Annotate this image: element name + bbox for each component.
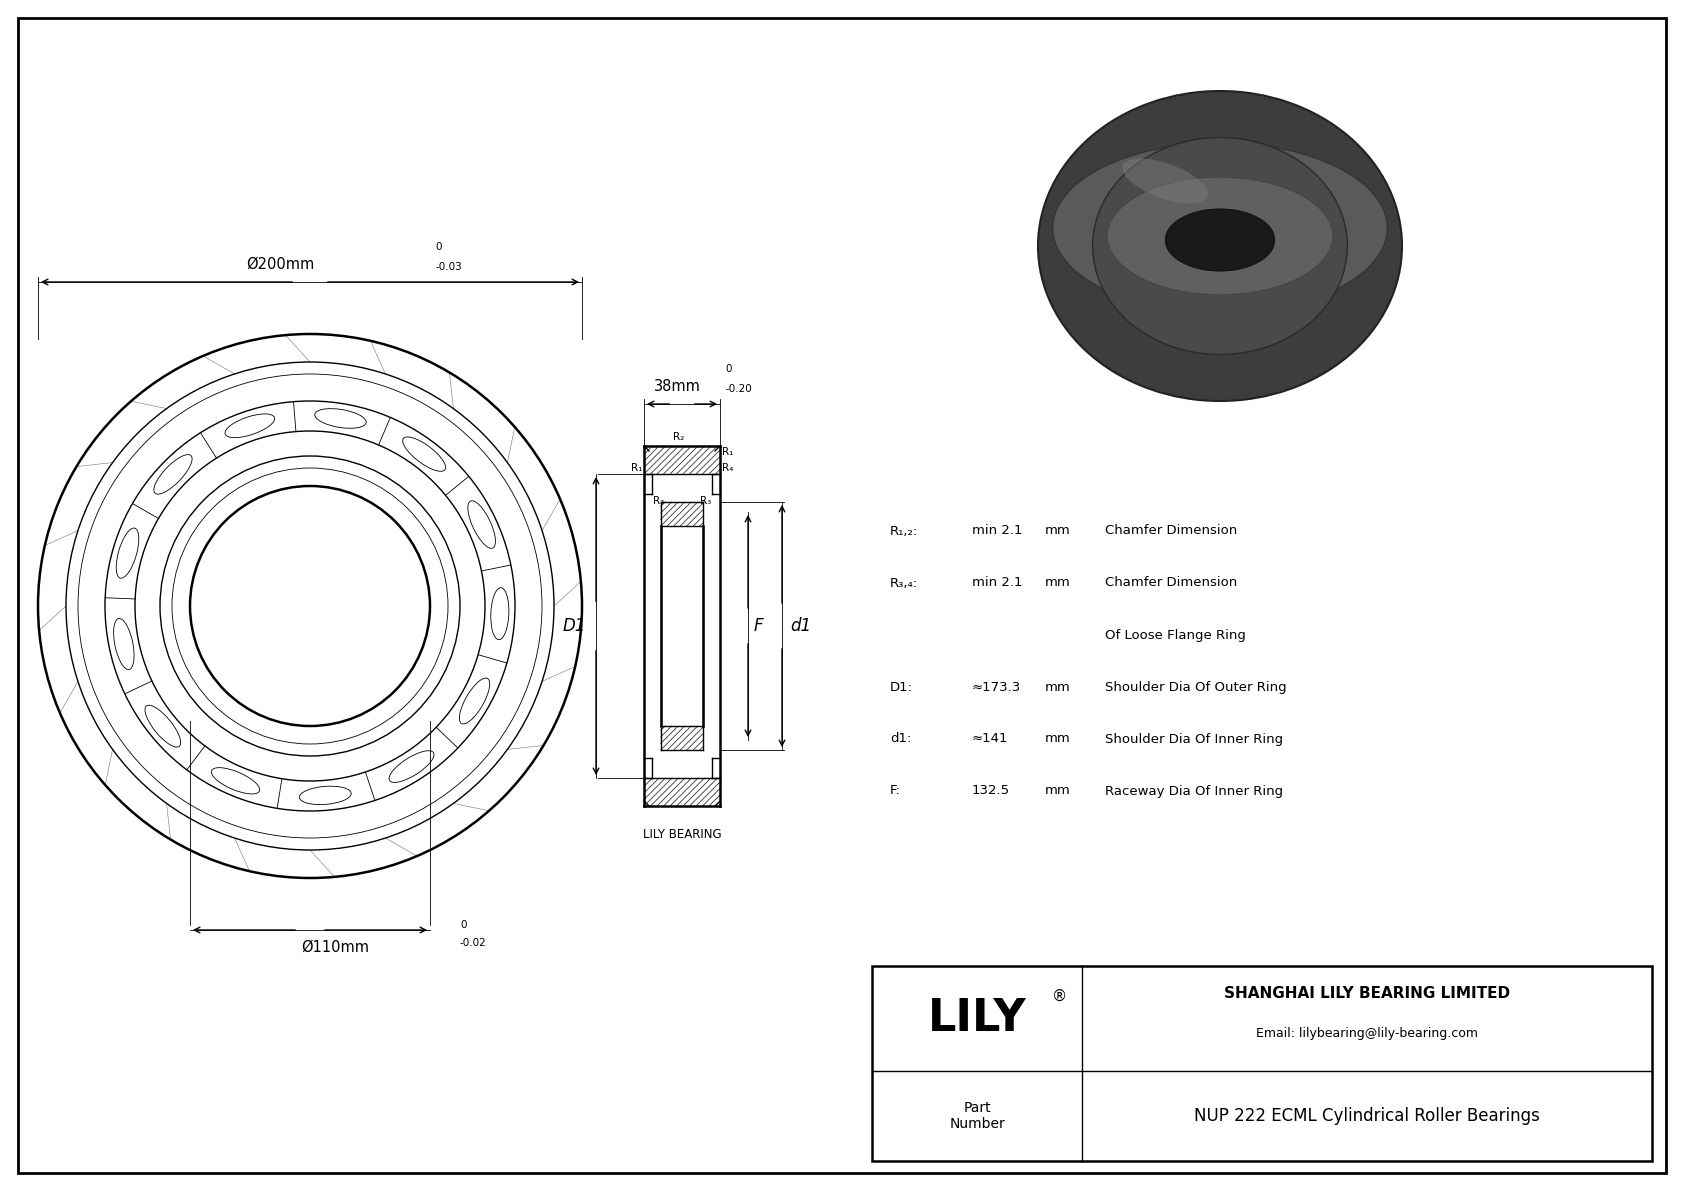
Bar xyxy=(643,778,721,806)
Ellipse shape xyxy=(1093,137,1347,355)
Ellipse shape xyxy=(1052,143,1388,313)
Text: F: F xyxy=(754,617,763,635)
Text: mm: mm xyxy=(1046,680,1071,693)
Text: F:: F: xyxy=(891,785,901,798)
Text: mm: mm xyxy=(1046,524,1071,537)
Text: R₂: R₂ xyxy=(674,432,685,442)
Text: Ø200mm: Ø200mm xyxy=(246,257,315,272)
Text: Shoulder Dia Of Outer Ring: Shoulder Dia Of Outer Ring xyxy=(1105,680,1287,693)
Ellipse shape xyxy=(1037,91,1403,401)
Text: Shoulder Dia Of Inner Ring: Shoulder Dia Of Inner Ring xyxy=(1105,732,1283,746)
Text: R₃: R₃ xyxy=(701,495,711,506)
Text: 38mm: 38mm xyxy=(653,379,701,394)
Text: Chamfer Dimension: Chamfer Dimension xyxy=(1105,524,1238,537)
Bar xyxy=(660,727,704,750)
Text: 132.5: 132.5 xyxy=(972,785,1010,798)
Bar xyxy=(643,445,721,474)
Text: R₂: R₂ xyxy=(653,495,663,506)
Text: Of Loose Flange Ring: Of Loose Flange Ring xyxy=(1105,629,1246,642)
Text: D1: D1 xyxy=(562,617,586,635)
Text: min 2.1: min 2.1 xyxy=(972,576,1022,590)
Text: Raceway Dia Of Inner Ring: Raceway Dia Of Inner Ring xyxy=(1105,785,1283,798)
Text: min 2.1: min 2.1 xyxy=(972,524,1022,537)
Text: 0: 0 xyxy=(460,919,466,930)
Ellipse shape xyxy=(1106,177,1332,295)
Text: LILY: LILY xyxy=(928,997,1026,1040)
Text: R₄: R₄ xyxy=(722,463,733,473)
Text: mm: mm xyxy=(1046,732,1071,746)
Ellipse shape xyxy=(1122,158,1207,204)
Text: Ø110mm: Ø110mm xyxy=(301,940,369,955)
Text: -0.20: -0.20 xyxy=(726,384,751,394)
Bar xyxy=(872,966,1652,1161)
Text: R₁: R₁ xyxy=(630,463,642,473)
Text: R₃,₄:: R₃,₄: xyxy=(891,576,918,590)
Text: R₁: R₁ xyxy=(722,447,733,457)
Ellipse shape xyxy=(1165,208,1275,272)
Text: d1: d1 xyxy=(790,617,812,635)
Text: Chamfer Dimension: Chamfer Dimension xyxy=(1105,576,1238,590)
Text: mm: mm xyxy=(1046,785,1071,798)
Text: Email: lilybearing@lily-bearing.com: Email: lilybearing@lily-bearing.com xyxy=(1256,1028,1479,1041)
Text: ≈141: ≈141 xyxy=(972,732,1009,746)
Text: ≈173.3: ≈173.3 xyxy=(972,680,1021,693)
Bar xyxy=(660,501,704,526)
Text: NUP 222 ECML Cylindrical Roller Bearings: NUP 222 ECML Cylindrical Roller Bearings xyxy=(1194,1106,1539,1125)
Text: 0: 0 xyxy=(726,364,731,374)
Text: ®: ® xyxy=(1052,989,1068,1004)
Text: D1:: D1: xyxy=(891,680,913,693)
Text: R₁,₂:: R₁,₂: xyxy=(891,524,918,537)
Text: SHANGHAI LILY BEARING LIMITED: SHANGHAI LILY BEARING LIMITED xyxy=(1224,986,1511,1002)
Text: Part
Number: Part Number xyxy=(950,1100,1005,1131)
Text: 0: 0 xyxy=(434,242,441,252)
Text: -0.02: -0.02 xyxy=(460,939,487,948)
Text: LILY BEARING: LILY BEARING xyxy=(643,828,721,841)
Text: d1:: d1: xyxy=(891,732,911,746)
Text: mm: mm xyxy=(1046,576,1071,590)
Text: -0.03: -0.03 xyxy=(434,262,461,272)
